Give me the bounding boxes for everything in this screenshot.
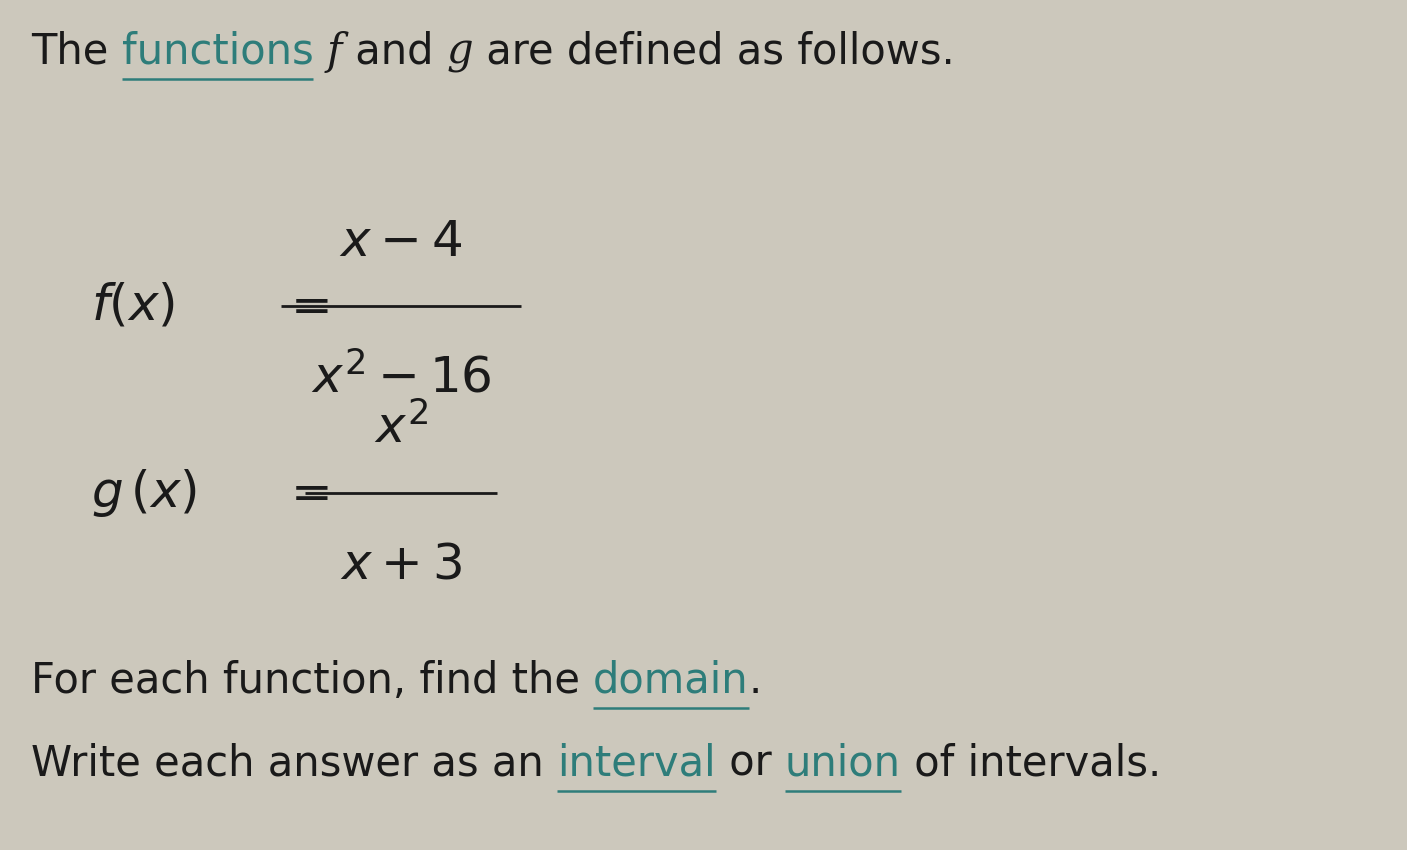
Text: domain: domain [594,660,749,702]
Text: g: g [446,31,473,73]
Text: The: The [31,31,121,73]
Text: of intervals.: of intervals. [900,742,1161,785]
Text: .: . [749,660,763,702]
Text: $x^2-16$: $x^2-16$ [311,354,491,403]
Text: and: and [342,31,446,73]
Text: $=$: $=$ [281,468,329,518]
Text: functions: functions [121,31,314,73]
Text: $f(x)$: $f(x)$ [91,281,176,331]
Text: Write each answer as an: Write each answer as an [31,742,557,785]
Text: $x+3$: $x+3$ [340,541,461,590]
Text: $=$: $=$ [281,281,329,331]
Text: $x-4$: $x-4$ [339,218,463,267]
Text: For each function, find the: For each function, find the [31,660,594,702]
Text: interval: interval [557,742,716,785]
Text: or: or [716,742,785,785]
Text: $g\,(x)$: $g\,(x)$ [91,467,197,519]
Text: union: union [785,742,900,785]
Text: $x^2$: $x^2$ [374,405,428,454]
Text: f: f [326,31,342,73]
Text: are defined as follows.: are defined as follows. [473,31,955,73]
